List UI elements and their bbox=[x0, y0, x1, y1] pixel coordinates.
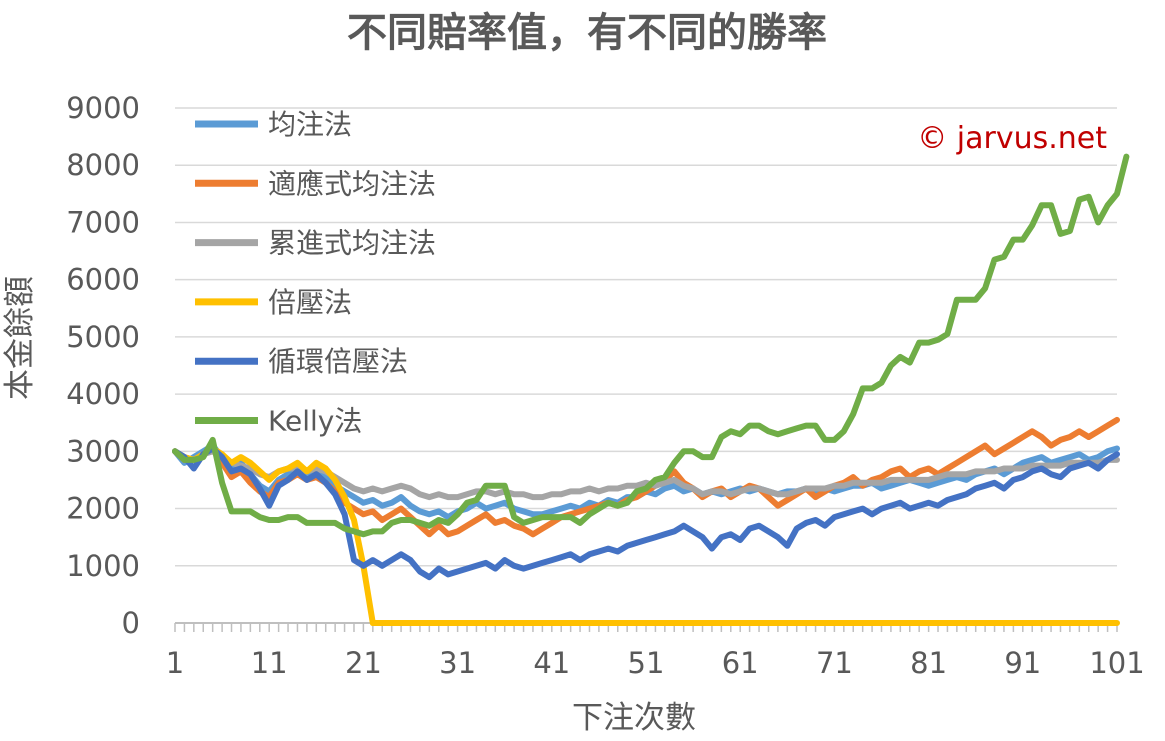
series-line-5 bbox=[172, 153, 1130, 538]
y-tick-label: 4000 bbox=[66, 377, 140, 411]
y-tick-label: 8000 bbox=[66, 148, 140, 182]
gridlines bbox=[175, 107, 1117, 567]
x-tick-label: 101 bbox=[1089, 646, 1144, 680]
x-axis-title: 下注次數 bbox=[572, 700, 696, 736]
x-tick-label: 81 bbox=[910, 646, 947, 680]
y-axis-ticks: 0 1000 2000 3000 4000 5000 6000 7000 8000 9000 bbox=[66, 91, 140, 640]
x-tick-label: 11 bbox=[251, 646, 288, 680]
x-tick-label: 51 bbox=[628, 646, 665, 680]
series-line-3 bbox=[172, 445, 1120, 626]
watermark-text: © jarvus.net bbox=[917, 121, 1107, 156]
x-tick-label: 1 bbox=[166, 646, 184, 680]
x-tick-label: 91 bbox=[1004, 646, 1041, 680]
x-axis: 1 11 21 31 41 51 61 71 81 91 101 bbox=[166, 622, 1145, 680]
y-tick-label: 5000 bbox=[66, 320, 140, 354]
y-tick-label: 6000 bbox=[66, 263, 140, 297]
legend-label-2: 累進式均注法 bbox=[268, 227, 436, 260]
x-tick-label: 21 bbox=[345, 646, 382, 680]
legend-label-0: 均注法 bbox=[268, 108, 352, 141]
series-lines bbox=[172, 153, 1130, 626]
x-tick-label: 61 bbox=[722, 646, 759, 680]
legend-label-5: Kelly法 bbox=[268, 405, 362, 438]
x-tick-label: 71 bbox=[816, 646, 853, 680]
x-tick-label: 41 bbox=[533, 646, 570, 680]
y-tick-label: 2000 bbox=[66, 492, 140, 526]
x-tick-label: 31 bbox=[439, 646, 476, 680]
legend-label-1: 適應式均注法 bbox=[268, 167, 436, 200]
legend-label-3: 倍壓法 bbox=[268, 286, 352, 319]
y-tick-label: 0 bbox=[122, 606, 140, 640]
y-tick-label: 1000 bbox=[66, 549, 140, 583]
y-tick-label: 3000 bbox=[66, 434, 140, 468]
chart-title: 不同賠率值，有不同的勝率 bbox=[347, 10, 827, 56]
y-tick-label: 9000 bbox=[66, 91, 140, 125]
legend-label-4: 循環倍壓法 bbox=[268, 345, 408, 378]
series-line-4 bbox=[172, 445, 1120, 581]
y-axis-title: 本金餘額 bbox=[2, 276, 38, 400]
y-tick-label: 7000 bbox=[66, 205, 140, 239]
